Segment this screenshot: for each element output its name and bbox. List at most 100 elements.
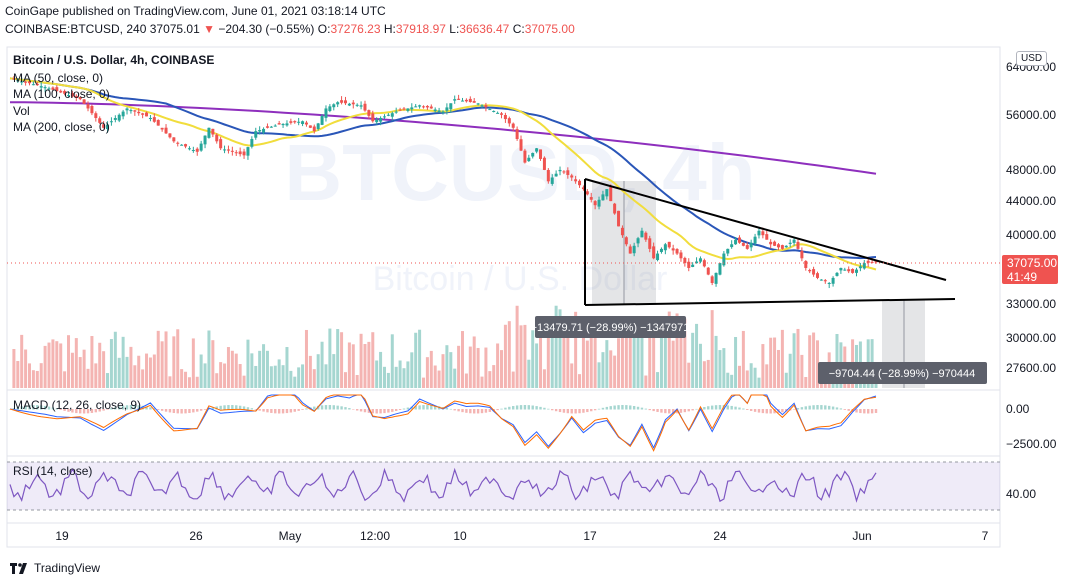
macd-hist-75 (301, 409, 304, 410)
macd-hist-176 (695, 408, 698, 410)
candle-78 (312, 126, 316, 132)
macd-hist-135 (535, 406, 538, 410)
volume-bar-150 (593, 330, 597, 388)
volume-bar-32 (133, 365, 137, 388)
volume-bar-123 (488, 371, 492, 388)
macd-hist-13 (59, 409, 62, 410)
macd-hist-196 (773, 409, 776, 414)
volume-bar-49 (199, 354, 203, 388)
candle-87 (347, 103, 351, 106)
volume-bar-46 (187, 377, 191, 388)
candle-61 (246, 147, 250, 156)
candle-98 (390, 113, 394, 117)
macd-hist-157 (621, 405, 624, 410)
candle-58 (234, 152, 238, 154)
volume-bar-187 (737, 365, 741, 388)
macd-hist-15 (67, 409, 70, 412)
candle-129 (511, 123, 515, 128)
svg-text:41:49: 41:49 (1007, 270, 1037, 284)
volume-bar-65 (262, 344, 266, 388)
macd-hist-205 (808, 405, 811, 410)
volume-bar-10 (47, 342, 51, 388)
macd-hist-45 (184, 409, 187, 414)
candle-182 (718, 263, 722, 275)
candle-116 (461, 100, 465, 102)
macd-hist-147 (582, 409, 585, 413)
candle-32 (133, 110, 137, 112)
candle-152 (601, 194, 605, 201)
candle-66 (265, 126, 269, 128)
close-label: C: (512, 22, 525, 36)
candle-96 (382, 116, 386, 118)
change: −204.30 (−0.55%) (218, 22, 315, 36)
volume-bar-155 (613, 355, 617, 388)
macd-hist-166 (656, 409, 659, 412)
candle-83 (332, 104, 336, 108)
candle-56 (226, 149, 230, 151)
macd-hist-68 (274, 409, 277, 414)
candle-89 (355, 104, 359, 106)
volume-bar-117 (464, 373, 468, 388)
currency-button[interactable]: USD (1016, 51, 1048, 66)
candle-200 (788, 242, 792, 244)
volume-bar-206 (812, 332, 816, 388)
volume-bar-151 (597, 362, 601, 388)
volume-bar-27 (113, 331, 117, 388)
volume-bar-168 (663, 332, 667, 388)
volume-bar-61 (246, 339, 250, 388)
volume-bar-106 (421, 377, 425, 388)
candle-185 (730, 244, 734, 248)
candle-62 (250, 139, 254, 147)
macd-hist-97 (387, 409, 390, 413)
volume-bar-113 (449, 352, 453, 388)
volume-bar-152 (601, 352, 605, 388)
macd-hist-59 (238, 405, 242, 410)
candle-46 (187, 148, 191, 150)
volume-bar-24 (102, 351, 106, 388)
watermark-sub: Bitcoin / U.S. Dollar (373, 260, 668, 298)
volume-bar-202 (796, 328, 800, 388)
candle-4 (24, 81, 28, 83)
candle-209 (823, 280, 827, 282)
candle-41 (168, 133, 172, 138)
candle-101 (402, 108, 406, 110)
candle-92 (367, 110, 371, 116)
candle-151 (597, 199, 601, 207)
macd-hist-117 (465, 409, 468, 413)
candle-144 (570, 175, 574, 178)
volume-bar-41 (168, 376, 172, 388)
volume-bar-34 (141, 369, 145, 388)
volume-bar-82 (328, 328, 332, 388)
macd-hist-144 (570, 409, 573, 414)
price-axis: 64000.0056000.0048000.0044000.0040000.00… (1006, 60, 1056, 375)
volume-bar-167 (659, 316, 663, 388)
candle-70 (281, 123, 285, 126)
candle-26 (109, 121, 113, 123)
volume-bar-181 (714, 335, 718, 388)
macd-hist-129 (512, 406, 515, 410)
macd-hist-19 (82, 409, 86, 414)
candle-108 (429, 106, 433, 109)
open-label: O: (317, 22, 331, 36)
macd-hist-133 (527, 405, 531, 410)
volume-bar-110 (437, 370, 441, 388)
macd-hist-214 (843, 409, 846, 410)
volume-bar-131 (519, 325, 523, 388)
volume-bar-121 (480, 376, 484, 388)
volume-bar-148 (585, 340, 589, 388)
volume-bar-19 (82, 349, 86, 388)
candle-164 (648, 238, 652, 249)
candle-198 (780, 245, 784, 249)
volume-bar-212 (835, 333, 839, 388)
candle-72 (289, 121, 293, 123)
candle-155 (613, 203, 617, 214)
macd-hist-211 (831, 406, 835, 410)
candle-143 (566, 170, 570, 175)
candle-15 (67, 95, 71, 97)
macd-hist-34 (141, 405, 144, 410)
macd-hist-38 (157, 409, 160, 410)
candle-217 (854, 269, 858, 273)
macd-hist-37 (153, 408, 156, 410)
volume-bar-198 (780, 329, 784, 388)
